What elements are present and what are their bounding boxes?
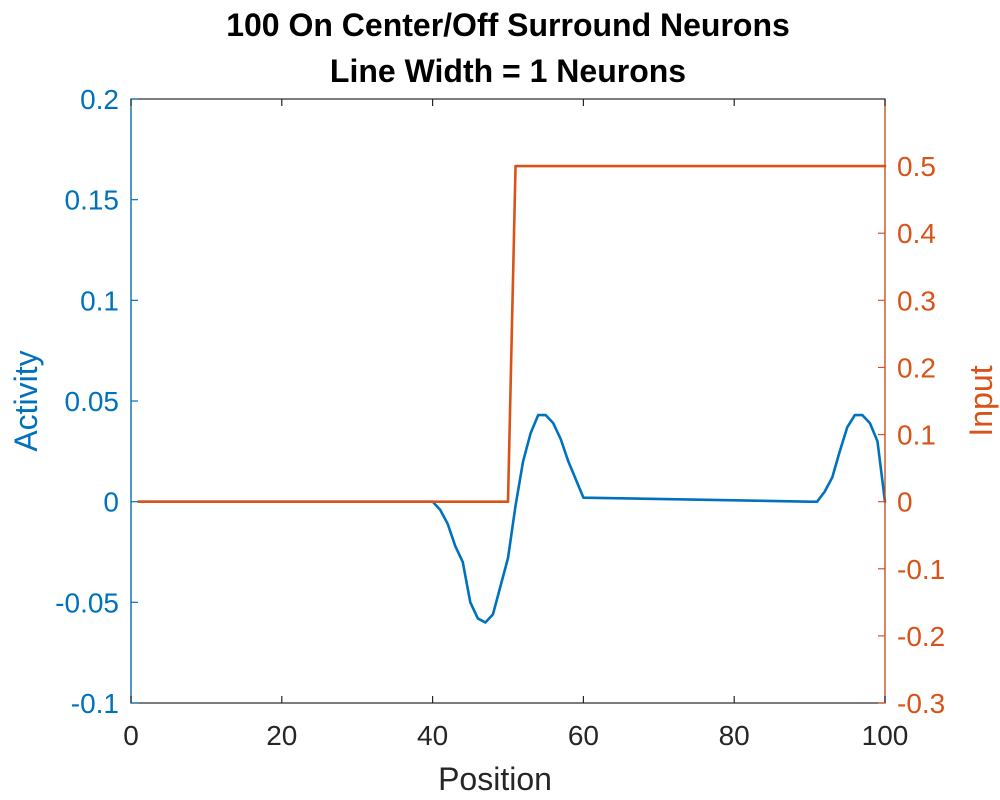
y-left-tick-label: 0.05 <box>65 386 120 417</box>
y-axis-label-right: Input <box>963 365 999 436</box>
x-tick-label: 40 <box>417 720 448 751</box>
y-right-tick-label: 0 <box>897 487 913 518</box>
y-right-tick-label: -0.1 <box>897 554 945 585</box>
y-left-tick-label: -0.05 <box>55 587 119 618</box>
y-axis-label-left: Activity <box>8 350 44 451</box>
y-left-tick-label: -0.1 <box>71 688 119 719</box>
x-axis-label: Position <box>438 761 552 797</box>
x-tick-label: 60 <box>568 720 599 751</box>
y-right-tick-label: 0.1 <box>897 420 936 451</box>
y-right-tick-label: 0.2 <box>897 352 936 383</box>
x-tick-label: 20 <box>266 720 297 751</box>
y-left-tick-label: 0.2 <box>80 84 119 115</box>
y-left-tick-label: 0 <box>103 487 119 518</box>
plot-area <box>137 164 887 624</box>
y-left-tick-label: 0.15 <box>65 185 120 216</box>
ticks: 0 20 40 60 80 100 -0.1 -0.05 0 0.05 0.1 0.15 0.2 -0.3… <box>55 84 945 751</box>
x-tick-label: 80 <box>719 720 750 751</box>
y-right-tick-label: -0.2 <box>897 621 945 652</box>
y-right-tick-label: 0.3 <box>897 285 936 316</box>
x-tick-label: 0 <box>123 720 139 751</box>
input-series-line <box>137 164 887 503</box>
activity-series-line <box>137 413 887 624</box>
axes-box <box>130 98 886 704</box>
x-tick-label: 100 <box>862 720 909 751</box>
y-right-tick-label: 0.5 <box>897 151 936 182</box>
y-right-tick-label: -0.3 <box>897 688 945 719</box>
y-left-tick-label: 0.1 <box>80 285 119 316</box>
y-right-tick-label: 0.4 <box>897 218 936 249</box>
chart-subtitle: Line Width = 1 Neurons <box>330 53 686 89</box>
chart-title: 100 On Center/Off Surround Neurons <box>226 7 790 43</box>
